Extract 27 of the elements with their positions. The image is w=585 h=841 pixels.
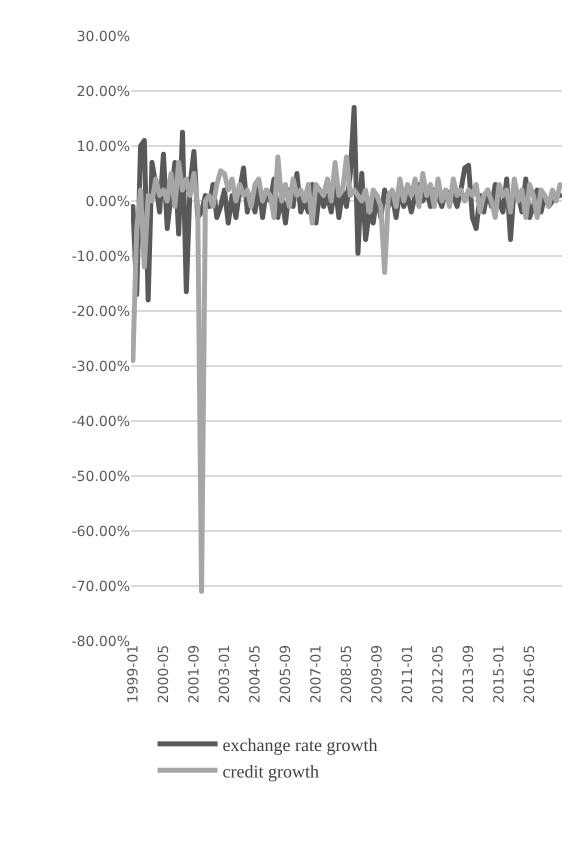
x-tick-label: 2012-05 xyxy=(430,644,447,704)
y-tick-label: -60.00% xyxy=(72,524,130,540)
x-tick-label: 2003-01 xyxy=(217,644,233,704)
x-tick-label: 2015-01 xyxy=(492,644,508,704)
y-tick-label: -30.00% xyxy=(72,358,130,375)
x-tick-label: 2011-01 xyxy=(400,644,416,704)
x-tick-label: 2000-05 xyxy=(156,644,172,704)
x-tick-label: 2008-05 xyxy=(339,644,356,704)
y-tick-label: 30.00% xyxy=(76,28,130,45)
y-tick-label: -70.00% xyxy=(72,578,130,595)
x-tick-label: 2004-05 xyxy=(248,644,264,704)
y-tick-label: 10.00% xyxy=(76,138,130,155)
y-tick-label: -80.00% xyxy=(72,634,130,650)
x-tick-label: 2016-05 xyxy=(522,644,538,704)
y-tick-label: -10.00% xyxy=(72,248,130,265)
x-tick-label: 2005-09 xyxy=(278,644,294,704)
x-tick-label: 2001-09 xyxy=(186,644,202,704)
legend-label: exchange rate growth xyxy=(222,734,378,755)
legend-label: credit growth xyxy=(222,761,320,782)
y-tick-label: -40.00% xyxy=(72,414,130,430)
x-tick-label: 2007-01 xyxy=(308,644,325,704)
x-tick-label: 2013-09 xyxy=(461,644,478,704)
y-tick-label: 0.00% xyxy=(86,194,130,210)
y-tick-label: 20.00% xyxy=(76,84,130,100)
y-tick-label: -20.00% xyxy=(72,304,130,320)
x-tick-label: 2009-09 xyxy=(370,644,386,704)
y-tick-label: -50.00% xyxy=(72,468,130,485)
